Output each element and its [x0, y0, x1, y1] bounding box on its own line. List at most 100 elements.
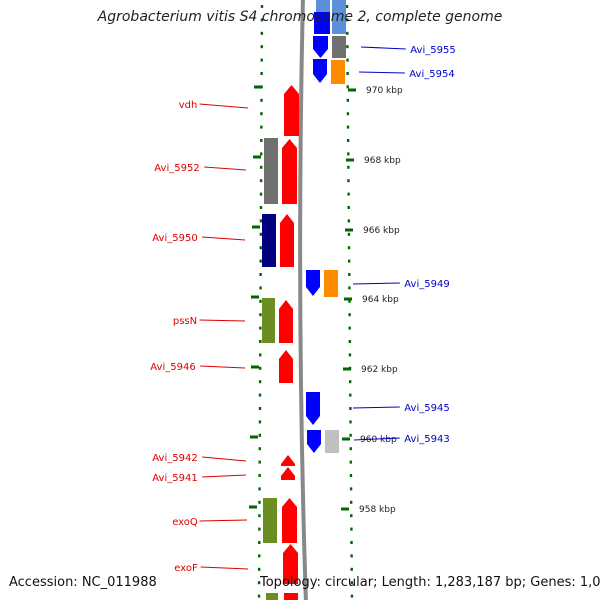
tick-dot: [259, 232, 263, 236]
outer-tick-ring: [345, 5, 354, 598]
kbp-tick: [344, 297, 352, 301]
leader-line: [199, 103, 249, 109]
gene-label: Avi_5954: [409, 69, 454, 80]
tick-dot: [349, 407, 352, 410]
tick-dot: [257, 567, 261, 571]
tick-dot: [347, 192, 350, 196]
tick-dot: [349, 447, 352, 451]
leader-line: [358, 71, 405, 74]
right-gene-labels: Avi_5955 Avi_5954 Avi_5949 Avi_5945 Avi_5943: [352, 45, 456, 445]
gene-arrow: [306, 392, 320, 425]
gene-box: [262, 214, 276, 267]
left-gene-labels: vdh Avi_5952 Avi_5950 pssN Avi_5946 Avi_5942 A…: [150, 100, 249, 574]
gene-box: [332, 36, 346, 58]
gene-box: [266, 593, 278, 600]
tick-dot: [258, 407, 262, 410]
kbp-label: 962 kbp: [361, 365, 398, 375]
tick-dot: [257, 594, 261, 598]
tick-dot: [346, 45, 349, 49]
tick-dot: [345, 18, 349, 22]
inner-tick-ring: [257, 5, 264, 598]
tick-dot: [259, 192, 263, 196]
tick-dot: [348, 273, 351, 276]
tick-dot: [349, 500, 353, 504]
kbp-scale: 970 kbp 968 kbp 966 kbp 964 kbp 962 kbp 960 k…: [249, 85, 403, 515]
tick-dot: [259, 353, 262, 357]
gene-box: [263, 498, 277, 543]
kbp-label: 964 kbp: [362, 295, 399, 305]
kbp-tick: [252, 225, 260, 229]
tick-dot: [257, 581, 261, 585]
gene-box: [284, 593, 298, 600]
tick-dot: [259, 165, 263, 169]
kbp-tick: [250, 435, 258, 439]
gene-arrow: [307, 430, 321, 453]
tick-dot: [347, 165, 350, 169]
tick-dot: [259, 179, 263, 183]
tick-dot: [259, 286, 262, 290]
leader-line: [202, 474, 247, 478]
tick-dot: [347, 259, 351, 263]
gene-arrow: [306, 270, 320, 296]
tick-dot: [349, 460, 353, 464]
tick-dot: [260, 31, 264, 35]
tick-dot: [258, 527, 261, 531]
tick-dot: [260, 152, 263, 156]
tick-dot: [258, 366, 262, 370]
gene-label: Avi_5942: [152, 453, 197, 464]
gene-box: [264, 138, 278, 204]
tick-dot: [258, 460, 261, 464]
tick-dot: [258, 380, 262, 384]
leader-line: [360, 46, 406, 50]
tick-dot: [260, 5, 264, 8]
gene-arrow: [281, 455, 295, 466]
tick-dot: [350, 594, 354, 598]
leader-line: [352, 406, 400, 409]
tick-dot: [259, 246, 262, 250]
gene-box: [325, 430, 339, 453]
tick-dot: [347, 152, 350, 156]
kbp-tick: [348, 88, 356, 92]
kbp-tick: [345, 228, 353, 232]
tick-dot: [349, 393, 352, 397]
kbp-tick: [251, 365, 259, 369]
tick-dot: [260, 72, 263, 75]
gene-arrow: [279, 300, 293, 343]
tick-dot: [260, 112, 263, 116]
tick-dot: [258, 554, 261, 558]
tick-dot: [258, 393, 262, 397]
tick-dot: [349, 420, 352, 424]
leader-line: [199, 319, 246, 322]
tick-dot: [258, 541, 261, 544]
gene-arrow: [283, 544, 298, 584]
tick-dot: [260, 98, 263, 102]
kbp-label: 958 kbp: [359, 505, 396, 515]
tick-dot: [348, 340, 352, 343]
tick-dot: [350, 581, 354, 585]
tick-dot: [258, 447, 261, 451]
gene-box: [332, 12, 346, 34]
tick-dot: [348, 313, 351, 317]
tick-dot: [260, 45, 263, 49]
tick-dot: [348, 326, 351, 330]
gene-arrow: [281, 467, 295, 480]
gene-arrow: [313, 36, 328, 58]
tick-dot: [347, 219, 351, 223]
gene-arrow: [284, 85, 299, 136]
tick-dot: [258, 420, 262, 424]
topology-text: Topology: circular; Length: 1,283,187 bp…: [260, 575, 600, 590]
tick-dot: [347, 206, 350, 209]
tick-dot: [259, 299, 262, 303]
gene-arrow: [313, 59, 327, 83]
gene-box: [332, 0, 346, 14]
tick-dot: [260, 58, 263, 62]
gene-arrow: [282, 139, 297, 204]
leader-line: [353, 437, 400, 441]
tick-dot: [346, 125, 350, 129]
gene-label: vdh: [179, 100, 198, 111]
gene-label: Avi_5952: [154, 163, 199, 174]
tick-dot: [348, 299, 351, 303]
tick-dot: [347, 232, 351, 236]
